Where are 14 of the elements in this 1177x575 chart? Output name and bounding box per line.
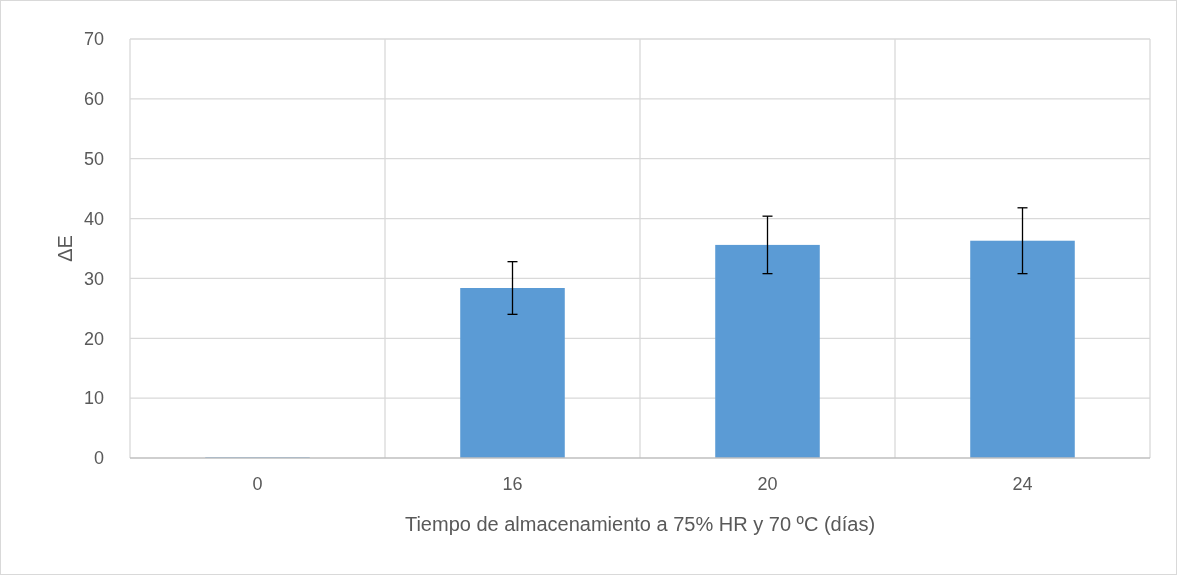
x-tick-label: 16 <box>502 474 523 494</box>
y-tick-label: 0 <box>93 448 104 469</box>
y-tick-label: 20 <box>83 328 104 349</box>
y-tick-label: 70 <box>83 29 104 50</box>
y-tick-label: 50 <box>83 149 104 170</box>
y-tick-label: 40 <box>83 208 104 229</box>
x-tick-label: 0 <box>252 474 263 494</box>
y-tick-label: 10 <box>83 388 104 409</box>
x-axis-title: Tiempo de almacenamiento a 75% HR y 70 ºC (días) <box>404 513 876 535</box>
x-tick-label: 24 <box>1012 474 1033 494</box>
y-tick-label: 30 <box>83 268 104 289</box>
y-axis-title: ΔE <box>54 235 76 262</box>
x-tick-label: 20 <box>757 474 778 494</box>
y-tick-label: 60 <box>83 89 104 110</box>
